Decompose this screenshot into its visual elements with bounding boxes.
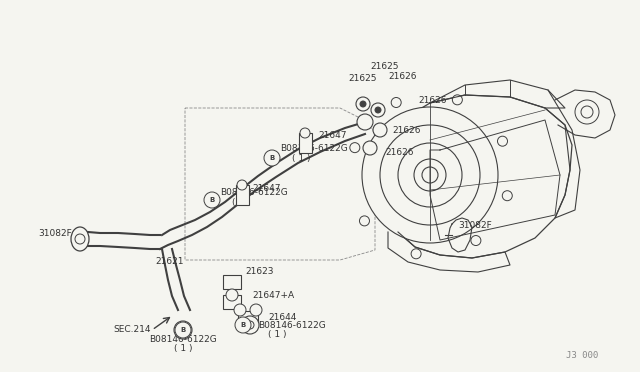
Text: B08146-6122G: B08146-6122G [280,144,348,153]
Circle shape [204,192,220,208]
Text: ( 1 ): ( 1 ) [292,154,310,163]
Circle shape [497,136,508,146]
Circle shape [226,289,238,301]
Text: 21626: 21626 [418,96,447,105]
Bar [298,133,312,153]
Circle shape [179,326,187,334]
Circle shape [391,97,401,108]
Text: B: B [241,322,246,328]
Text: ( 1 ): ( 1 ) [232,198,250,206]
Text: 31082F: 31082F [458,221,492,230]
Text: ( 1 ): ( 1 ) [173,343,192,353]
Circle shape [398,143,462,207]
Circle shape [237,180,247,190]
Circle shape [422,167,438,183]
Text: 21626: 21626 [385,148,413,157]
Ellipse shape [71,227,89,251]
Circle shape [300,128,310,138]
Circle shape [452,95,462,105]
Text: 21647: 21647 [252,183,280,192]
Text: B08146-6122G: B08146-6122G [149,336,217,344]
Text: 21647+A: 21647+A [252,291,294,299]
Text: 21623: 21623 [245,267,273,276]
Bar [236,185,248,205]
Bar [223,295,241,309]
Text: B: B [180,327,186,333]
Circle shape [350,142,360,153]
Circle shape [246,321,254,329]
Bar [238,311,258,325]
Circle shape [581,106,593,118]
Text: B: B [209,197,214,203]
Text: 31082F: 31082F [38,228,72,237]
Circle shape [264,150,280,166]
Text: 21626: 21626 [388,71,417,80]
Circle shape [360,101,366,107]
Circle shape [380,125,480,225]
Circle shape [175,322,191,338]
Text: 21644: 21644 [268,314,296,323]
Text: ( 1 ): ( 1 ) [268,330,287,339]
Text: B08146-6122G: B08146-6122G [258,321,326,330]
Circle shape [241,316,259,334]
Text: J3 000: J3 000 [566,351,598,360]
Circle shape [357,114,373,130]
Circle shape [250,304,262,316]
Circle shape [363,141,377,155]
Text: B: B [269,155,275,161]
Circle shape [75,234,85,244]
Circle shape [414,159,446,191]
Text: 21621: 21621 [155,257,184,266]
Circle shape [502,191,512,201]
Circle shape [174,321,192,339]
Circle shape [362,107,498,243]
Text: 21626: 21626 [392,125,420,135]
Circle shape [235,317,251,333]
Text: 21625: 21625 [348,74,376,83]
Circle shape [371,103,385,117]
Circle shape [375,107,381,113]
Circle shape [411,249,421,259]
Circle shape [356,97,370,111]
Circle shape [471,235,481,246]
Circle shape [360,216,369,226]
Text: B08146-6122G: B08146-6122G [220,187,288,196]
Circle shape [234,304,246,316]
Text: 21647: 21647 [318,131,346,140]
Circle shape [373,123,387,137]
Bar [223,275,241,289]
Text: SEC.214: SEC.214 [113,326,150,334]
Circle shape [575,100,599,124]
Text: 21625: 21625 [370,61,399,71]
